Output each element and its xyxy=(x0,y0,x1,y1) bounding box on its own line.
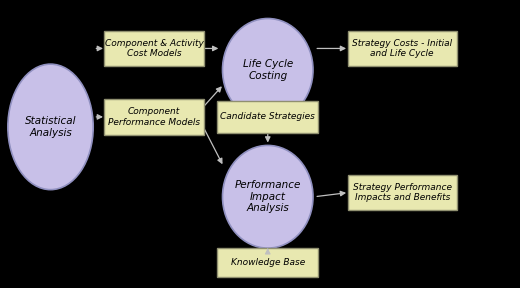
FancyBboxPatch shape xyxy=(217,248,318,277)
FancyBboxPatch shape xyxy=(217,101,318,132)
Text: Strategy Costs - Initial
and Life Cycle: Strategy Costs - Initial and Life Cycle xyxy=(352,39,452,58)
Text: Candidate Strategies: Candidate Strategies xyxy=(220,112,315,122)
Text: Strategy Performance
Impacts and Benefits: Strategy Performance Impacts and Benefit… xyxy=(353,183,452,202)
Ellipse shape xyxy=(223,18,313,121)
FancyBboxPatch shape xyxy=(103,31,204,66)
Text: Component & Activity
Cost Models: Component & Activity Cost Models xyxy=(105,39,203,58)
FancyBboxPatch shape xyxy=(103,99,204,135)
Text: Knowledge Base: Knowledge Base xyxy=(231,258,305,267)
Text: Life Cycle
Costing: Life Cycle Costing xyxy=(243,59,293,81)
FancyBboxPatch shape xyxy=(348,31,457,66)
FancyBboxPatch shape xyxy=(348,175,457,210)
Ellipse shape xyxy=(8,64,93,190)
Text: Component
Performance Models: Component Performance Models xyxy=(108,107,200,127)
Text: Statistical
Analysis: Statistical Analysis xyxy=(25,116,76,138)
Ellipse shape xyxy=(223,145,313,248)
Text: Performance
Impact
Analysis: Performance Impact Analysis xyxy=(235,180,301,213)
